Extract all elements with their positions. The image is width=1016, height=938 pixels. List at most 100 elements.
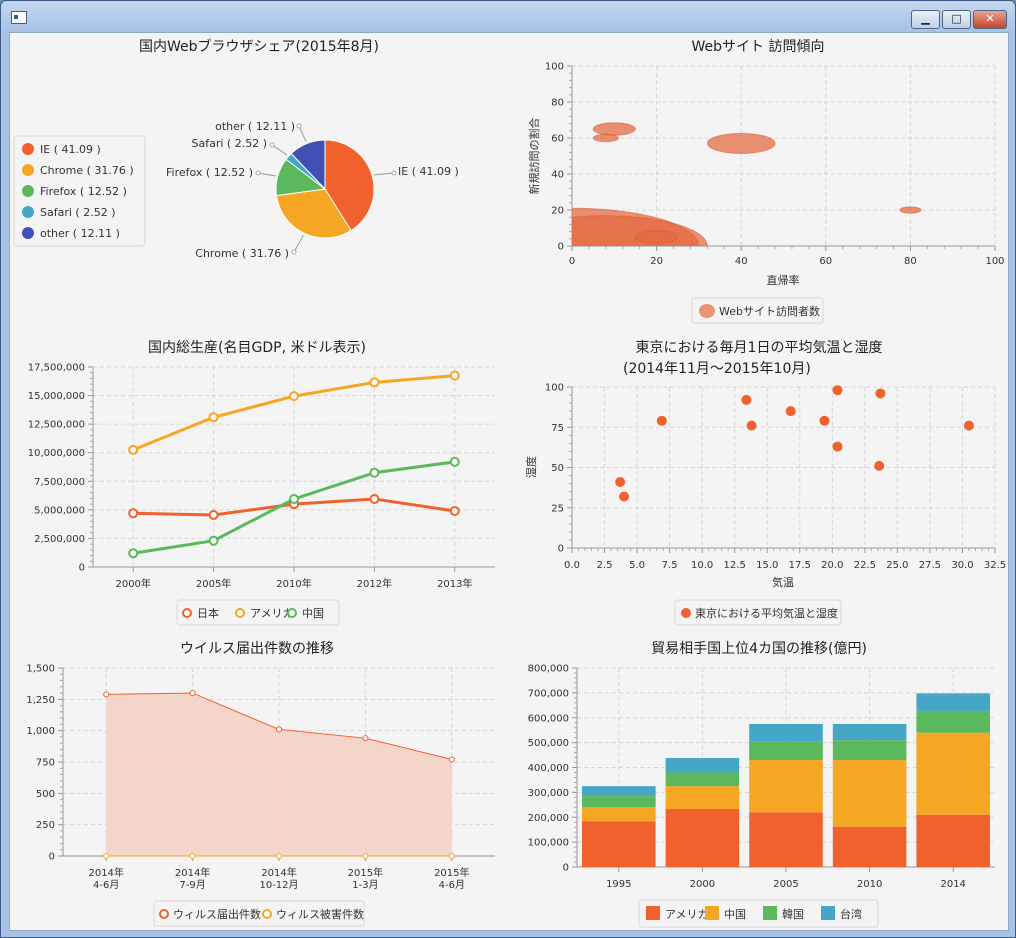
- pie-slice-Chrome: [275, 188, 352, 239]
- y-tick-label: 500: [36, 789, 55, 800]
- y-tick-label: 50: [551, 463, 564, 474]
- data-point: [128, 508, 139, 519]
- scatter-point: [874, 460, 885, 471]
- bubble: [592, 122, 636, 136]
- legend-label: Webサイト訪問者数: [719, 304, 820, 318]
- legend-symbol: [182, 608, 192, 618]
- y-tick-label: 60: [551, 134, 564, 145]
- pie-leader-line: [271, 144, 288, 156]
- x-tick-label: 2015年: [348, 866, 383, 879]
- pie-slice-other: [290, 139, 326, 191]
- data-point: [276, 853, 282, 859]
- bubble: [706, 132, 776, 154]
- y-tick-label: 0: [79, 563, 85, 574]
- y-tick-label: 20: [551, 206, 564, 217]
- pie-leader-line: [293, 234, 304, 253]
- maximize-button[interactable]: □: [942, 10, 971, 29]
- bubble: [899, 206, 922, 214]
- legend-symbol: [699, 304, 715, 318]
- data-point: [362, 735, 369, 742]
- legend-symbol: [22, 206, 34, 218]
- x-tick-label: 2010: [857, 879, 882, 890]
- bubble: [592, 133, 620, 143]
- legend-label: other ( 12.11 ): [40, 227, 120, 240]
- x-tick-label: 2005年: [196, 577, 231, 590]
- chart-title: 東京における毎月1日の平均気温と湿度: [636, 340, 883, 356]
- y-tick-label: 600,000: [528, 713, 569, 724]
- legend-box: [176, 599, 340, 626]
- y-tick-label: 100: [545, 383, 564, 394]
- x-tick-label: 2010年: [276, 577, 311, 590]
- scatter-point: [819, 415, 830, 426]
- legend-box: [13, 135, 146, 247]
- trade-legend: アメリカ 中国 韓国 台湾: [638, 899, 879, 928]
- data-point: [289, 494, 299, 504]
- legend-symbol: [262, 909, 272, 919]
- legend-label: Firefox ( 12.52 ): [40, 185, 127, 198]
- pie-label: Firefox ( 12.52 ): [166, 166, 253, 179]
- bar-segment: [832, 723, 907, 741]
- legend-symbol: [646, 906, 660, 920]
- chart-title: Webサイト 訪問傾向: [692, 39, 825, 55]
- pie-label: IE ( 41.09 ): [398, 165, 459, 178]
- bubble-points: [572, 122, 922, 246]
- pie-chart: 国内Webブラウザシェア(2015年8月) IE ( 41.09 ) Chrome …: [13, 38, 459, 260]
- y-tick-label: 80: [551, 98, 564, 109]
- scatter-point: [746, 420, 757, 431]
- y-tick-label: 0: [49, 852, 55, 863]
- x-tick-label: 4-6月: [93, 879, 119, 891]
- x-tick-label: 2015年: [434, 866, 469, 879]
- pie-leader-dot: [269, 142, 275, 148]
- data-point: [369, 467, 380, 478]
- legend-label: ウィルス届出件数: [173, 907, 261, 921]
- data-point: [103, 853, 110, 859]
- pie-leader-line: [373, 172, 395, 176]
- bar-segment: [832, 826, 907, 867]
- scatter-point: [619, 491, 630, 502]
- x-tick-label: 32.5: [984, 560, 1006, 571]
- bar-segment: [582, 796, 656, 808]
- legend-box: [674, 599, 842, 626]
- legend-label: 台湾: [840, 907, 862, 921]
- y-tick-label: 0: [558, 544, 564, 555]
- bar-segment: [916, 814, 990, 867]
- x-tick-label: 25.0: [886, 560, 908, 571]
- bar-segment: [665, 786, 740, 810]
- bar-segment: [749, 812, 823, 867]
- bar-segment: [832, 740, 907, 761]
- legend-box: [153, 900, 365, 927]
- x-tick-label: 2012年: [357, 577, 392, 590]
- legend-label: 東京における平均気温と湿度: [695, 606, 838, 620]
- bar-segment: [916, 693, 990, 711]
- data-point: [289, 391, 299, 402]
- scatter-point: [875, 388, 886, 399]
- legend-symbol: [159, 909, 169, 919]
- pie-leader-line: [298, 125, 307, 142]
- y-tick-label: 0: [563, 863, 569, 874]
- pie-leader-dot: [296, 123, 302, 129]
- close-button[interactable]: ✕: [973, 10, 1007, 29]
- legend-symbol: [681, 608, 691, 618]
- y-tick-label: 15,000,000: [28, 391, 85, 402]
- minimize-button[interactable]: ▁: [911, 10, 940, 29]
- chart-title: 国内Webブラウザシェア(2015年8月): [139, 38, 379, 55]
- bar-segment: [749, 741, 823, 761]
- x-tick-label: 7-9月: [179, 879, 205, 891]
- x-tick-label: 5.0: [629, 560, 645, 571]
- legend-symbol: [22, 164, 34, 176]
- y-tick-label: 2,500,000: [34, 534, 85, 545]
- x-tick-label: 15.0: [756, 560, 778, 571]
- pie-legend: IE ( 41.09 ) Chrome ( 31.76 ) Firefox ( 12…: [13, 135, 146, 247]
- x-tick-label: 7.5: [662, 560, 678, 571]
- y-tick-label: 17,500,000: [28, 363, 85, 374]
- data-point: [449, 370, 460, 381]
- legend-label: Safari ( 2.52 ): [40, 206, 115, 219]
- pie-label: Chrome ( 31.76 ): [195, 247, 289, 260]
- x-tick-label: 0: [569, 256, 575, 267]
- gdp-chart: 国内総生産(名目GDP, 米ドル表示) 0 2,500,000 5,000,000 7,…: [28, 340, 495, 626]
- gdp-legend: 日本 アメリカ 中国: [176, 599, 340, 626]
- bar-segment: [665, 809, 740, 867]
- legend-symbol: [287, 608, 297, 618]
- scatter-point: [656, 415, 667, 426]
